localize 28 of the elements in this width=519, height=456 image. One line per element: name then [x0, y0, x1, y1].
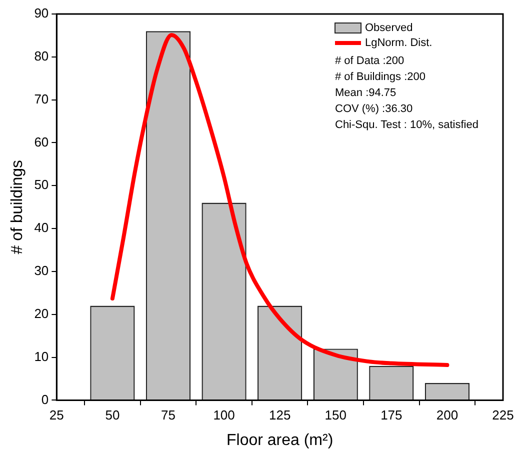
x-tick-label: 175 [380, 408, 402, 423]
legend-label: LgNorm. Dist. [365, 37, 432, 50]
y-tick-label: 60 [34, 134, 49, 150]
y-tick-label: 30 [34, 263, 49, 278]
annotation: COV (%) :36.30 [335, 103, 413, 116]
x-axis-title: Floor area (m²) [226, 432, 334, 449]
x-tick-label: 50 [105, 408, 120, 423]
y-tick-label: 20 [34, 306, 49, 321]
x-tick-label: 100 [213, 408, 235, 423]
annotation: # of Data :200 [335, 55, 404, 68]
x-tick-label: 125 [268, 408, 291, 423]
y-tick-label: 50 [34, 177, 49, 192]
x-tick-label: 75 [161, 408, 176, 423]
x-tick-label: 25 [49, 408, 64, 423]
y-tick-label: 0 [41, 392, 49, 407]
x-tick-label: 200 [436, 408, 458, 423]
x-tick-label: 225 [492, 408, 514, 423]
legend-label: Observed [365, 22, 413, 34]
annotation: # of Buildings :200 [335, 71, 426, 84]
annotation: Mean :94.75 [335, 87, 396, 100]
x-tick-label: 150 [324, 408, 346, 423]
y-tick-label: 80 [34, 48, 49, 64]
y-tick-label: 90 [34, 6, 49, 21]
y-tick-label: 40 [34, 220, 49, 236]
y-tick-label: 10 [34, 348, 49, 364]
annotation: Chi-Squ. Test : 10%, satisfied [335, 119, 478, 132]
y-axis-title: # of buildings [9, 160, 26, 254]
y-tick-label: 70 [34, 91, 49, 106]
